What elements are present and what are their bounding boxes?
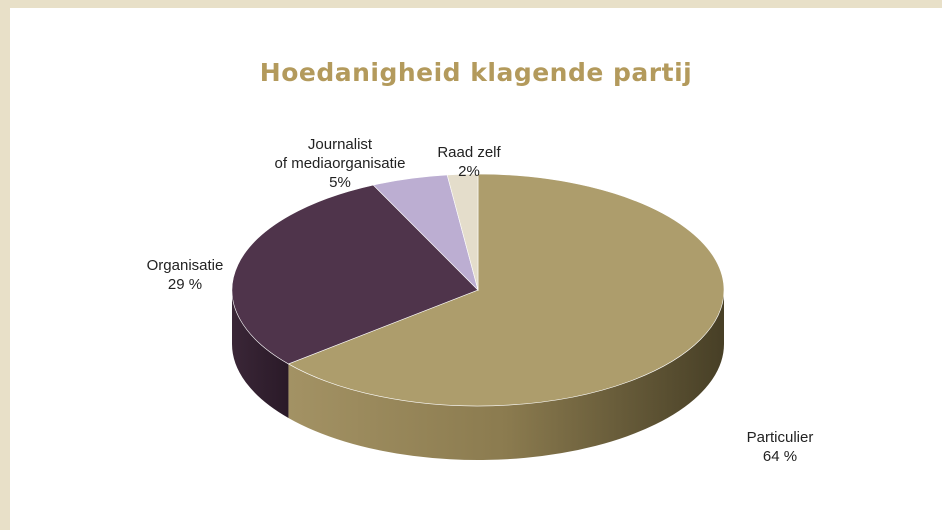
pie-slice — [287, 173, 725, 407]
slice-value-label: 2% — [458, 163, 480, 180]
slice-label: Organisatie — [146, 257, 224, 274]
pie-slice — [231, 184, 479, 365]
slice-label: Particulier — [746, 429, 814, 446]
pie-slice-side — [288, 290, 724, 461]
pie-slice-side — [232, 290, 289, 418]
chart-title: Hoedanigheid klagende partij — [259, 58, 693, 87]
slice-label: Raad zelf — [437, 144, 501, 161]
slice-label: Journalist of mediaorganisatie — [274, 136, 406, 172]
slice-value-label: 64 % — [762, 448, 798, 465]
slice-value-label: 29 % — [167, 276, 203, 293]
slice-value-label: 5% — [329, 174, 351, 191]
pie-slice — [446, 173, 479, 291]
